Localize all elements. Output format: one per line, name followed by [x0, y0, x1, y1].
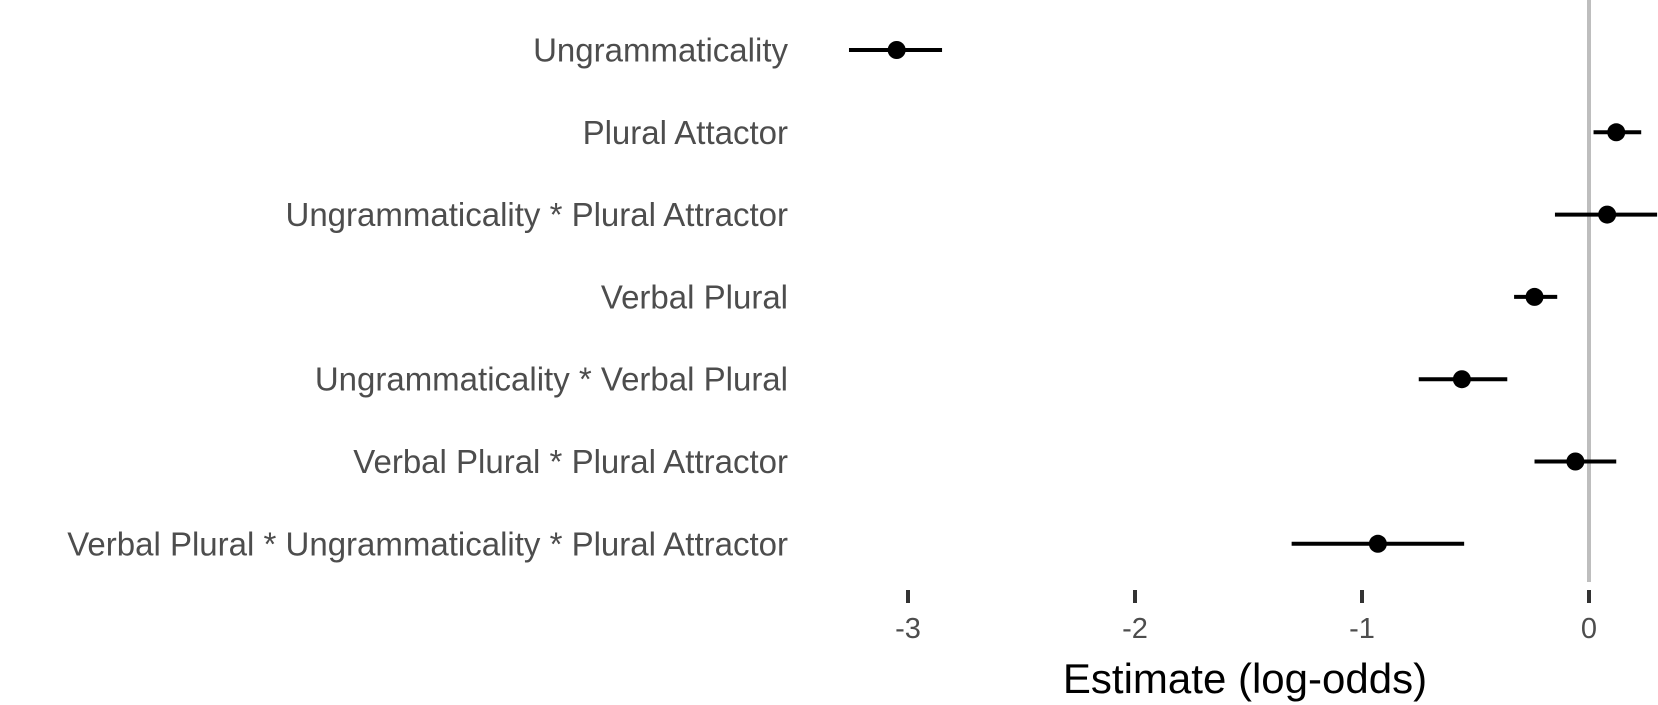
estimate-point: [887, 41, 906, 59]
estimate-point: [1525, 287, 1544, 306]
estimate-row: [1514, 287, 1558, 306]
term-label: Plural Attactor: [583, 114, 788, 151]
estimate-point: [1607, 123, 1626, 142]
x-axis: -3 -2 -1 0: [895, 590, 1597, 645]
term-labels: Ungrammaticality Plural Attactor Ungrammat…: [67, 32, 788, 563]
term-label: Verbal Plural * Plural Attractor: [353, 443, 788, 480]
term-label: Verbal Plural: [601, 278, 788, 315]
term-label: Ungrammaticality * Plural Attractor: [286, 196, 789, 233]
x-tick-label: -3: [895, 613, 921, 645]
term-label: Ungrammaticality: [533, 32, 788, 69]
estimate-point: [1368, 534, 1387, 553]
estimate-row: [1418, 370, 1508, 389]
estimate-row: [1291, 534, 1465, 553]
estimates-layer: [848, 41, 1658, 553]
estimate-point: [1566, 452, 1585, 471]
estimate-row: [848, 41, 943, 59]
estimate-row: [1534, 452, 1617, 471]
estimate-row: [1593, 123, 1642, 142]
x-tick-label: -1: [1349, 613, 1375, 645]
x-tick-label: 0: [1581, 613, 1597, 645]
x-tick-label: -2: [1122, 613, 1148, 645]
estimate-point: [1452, 370, 1471, 389]
term-label: Ungrammaticality * Verbal Plural: [315, 361, 788, 398]
estimate-point: [1598, 205, 1617, 224]
estimate-row: [1554, 205, 1658, 224]
x-axis-title: Estimate (log-odds): [1063, 655, 1427, 702]
term-label: Verbal Plural * Ungrammaticality * Plura…: [67, 525, 788, 562]
